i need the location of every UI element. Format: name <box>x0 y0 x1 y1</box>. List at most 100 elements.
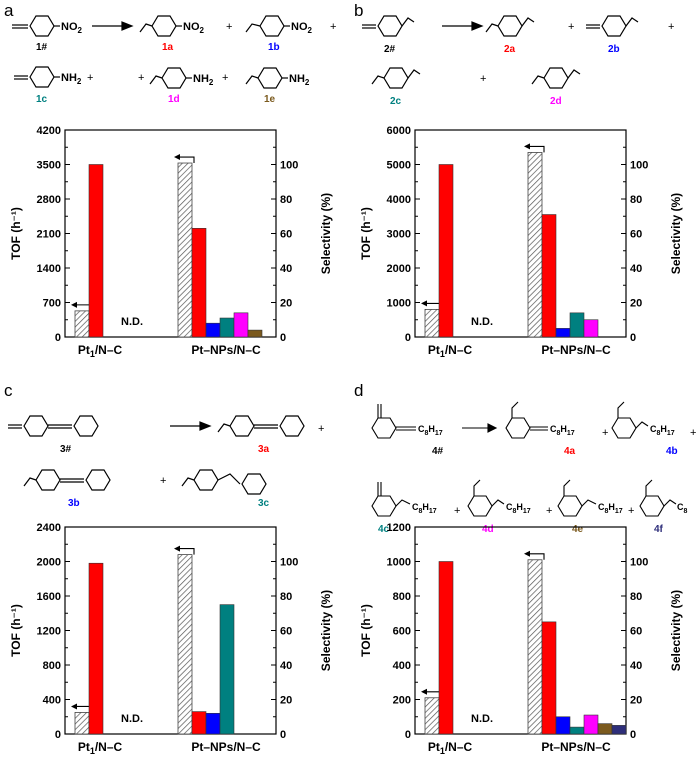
product-label: 1c <box>36 94 48 105</box>
left-axis-arrow-head <box>524 550 530 557</box>
selectivity-bar <box>205 712 221 735</box>
x-tick-label: Pt–NPs/N–C <box>191 740 261 754</box>
selectivity-bar <box>88 562 104 735</box>
selectivity-bar <box>88 164 104 338</box>
plus-sign: + <box>87 72 93 84</box>
panel-d: d C8H17 C8H17 C8H17 C8H17 C8H17 C8H17 C8… <box>350 380 700 760</box>
group-nh2: NH2 <box>61 72 82 86</box>
y-tick-label: 2800 <box>37 194 61 206</box>
y2-tick-label: 20 <box>630 695 642 707</box>
selectivity-bar <box>205 322 221 338</box>
y-tick-label: 0 <box>405 729 411 741</box>
plus-sign: + <box>222 72 228 84</box>
x-tick-main: Pt–NPs/N–C <box>541 740 611 754</box>
y-tick-label: 4000 <box>387 194 411 206</box>
x-tick-sub: 1 <box>90 746 95 756</box>
selectivity-bar <box>583 319 599 338</box>
y2-tick-label: 40 <box>280 263 292 275</box>
left-axis-arrow <box>530 553 545 560</box>
tof-bar <box>177 554 193 735</box>
chart-b: 0 1000 2000 3000 4000 5000 6000 0 20 40 60 80 100 TOF… <box>359 125 683 359</box>
not-detected-label: N.D. <box>121 713 143 725</box>
x-tick-tail: /N–C <box>445 343 473 357</box>
selectivity-bar <box>555 328 571 338</box>
x-tick-tail: /N–C <box>95 343 123 357</box>
selectivity-bar <box>569 726 585 735</box>
y-axis-label: TOF (h⁻¹) <box>359 207 373 260</box>
panel-b: b + + + 2# 2a 2b 2c 2d 0 1000 2000 3000 4000… <box>350 0 700 380</box>
y2-tick-label: 100 <box>280 557 298 569</box>
y-tick-label: 1000 <box>387 298 411 310</box>
alkyl-chain: C8H17 <box>412 502 437 515</box>
product-label: 2c <box>390 96 402 107</box>
y2-tick-label: 20 <box>280 298 292 310</box>
y-tick-label: 700 <box>43 298 61 310</box>
product-label: 4d <box>482 524 494 535</box>
y2-axis-label: Selectivity (%) <box>319 590 333 671</box>
tof-bar <box>424 308 440 338</box>
reaction-scheme <box>371 401 677 517</box>
panel-label: d <box>354 381 363 400</box>
group-nh2: NH2 <box>193 73 214 87</box>
alkyl-chain: C8H17 <box>550 424 575 437</box>
product-label: 4f <box>654 524 664 535</box>
y-tick-label: 3500 <box>37 160 61 172</box>
x-tick-main: Pt–NPs/N–C <box>541 343 611 357</box>
x-tick-sub: 1 <box>90 349 95 359</box>
x-tick-main: Pt <box>78 343 90 357</box>
left-axis-arrow-head <box>71 703 77 710</box>
x-tick-label: Pt1/N–C <box>78 740 123 756</box>
y-axis-label: TOF (h⁻¹) <box>9 207 23 260</box>
y2-tick-label: 80 <box>630 591 642 603</box>
x-tick-main: Pt <box>78 740 90 754</box>
reactant-label: 3# <box>60 444 72 455</box>
y2-tick-label: 0 <box>630 729 636 741</box>
y-tick-label: 600 <box>393 626 411 638</box>
product-label: 4c <box>378 524 390 535</box>
product-label: 2d <box>550 96 562 107</box>
panel-c-svg: c + + 3# 3a 3b 3c 0400800120016002000240… <box>4 381 333 756</box>
product-label: 4e <box>572 524 584 535</box>
selectivity-bar <box>191 711 207 735</box>
product-label: 3a <box>258 444 270 455</box>
y2-tick-label: 60 <box>280 626 292 638</box>
alkyl-chain: C8H17 <box>506 502 531 515</box>
x-tick-label: Pt–NPs/N–C <box>191 343 261 357</box>
chart-c: 0 400 800 1200 1600 2000 2400 0 20 40 60 80 100 TOF (… <box>9 522 333 756</box>
reactant-label: 2# <box>384 44 396 55</box>
left-axis-arrow-head <box>421 300 427 307</box>
panel-d-svg: d C8H17 C8H17 C8H17 C8H17 C8H17 C8H17 C8… <box>354 381 696 756</box>
panel-c: c + + 3# 3a 3b 3c 0 400 800 1200 1600 2000 240… <box>0 380 350 760</box>
left-axis-arrow-head <box>421 688 427 695</box>
selectivity-bar <box>219 604 235 735</box>
plus-sign: + <box>160 475 166 487</box>
panel-label: a <box>4 1 14 20</box>
group-no2: NO2 <box>291 21 313 35</box>
left-axis-arrow <box>180 156 195 164</box>
group-no2: NO2 <box>183 21 205 35</box>
y-tick-label: 1400 <box>37 263 61 275</box>
y2-axis-label: Selectivity (%) <box>669 193 683 274</box>
plus-sign: + <box>546 505 552 517</box>
y2-axis-label: Selectivity (%) <box>669 590 683 671</box>
y-tick-label: 1200 <box>37 626 61 638</box>
selectivity-bar <box>611 725 627 735</box>
reaction-scheme <box>12 15 290 89</box>
y2-tick-label: 60 <box>280 229 292 241</box>
panel-label: b <box>354 1 363 20</box>
product-label: 1e <box>264 94 276 105</box>
reaction-scheme <box>362 15 639 89</box>
plus-sign: + <box>628 505 634 517</box>
y2-tick-label: 0 <box>280 332 286 344</box>
reactant-label: 1# <box>36 42 48 53</box>
reaction-scheme <box>8 415 305 495</box>
plus-sign: + <box>226 21 232 33</box>
not-detected-label: N.D. <box>471 316 493 328</box>
x-tick-sub: 1 <box>440 746 445 756</box>
y-tick-label: 200 <box>393 695 411 707</box>
alkyl-chain: C8H17 <box>598 502 623 515</box>
x-tick-label: Pt–NPs/N–C <box>541 740 611 754</box>
group-no2: NO2 <box>61 21 83 35</box>
left-axis-arrow-head <box>524 143 530 150</box>
plus-sign: + <box>668 21 674 33</box>
